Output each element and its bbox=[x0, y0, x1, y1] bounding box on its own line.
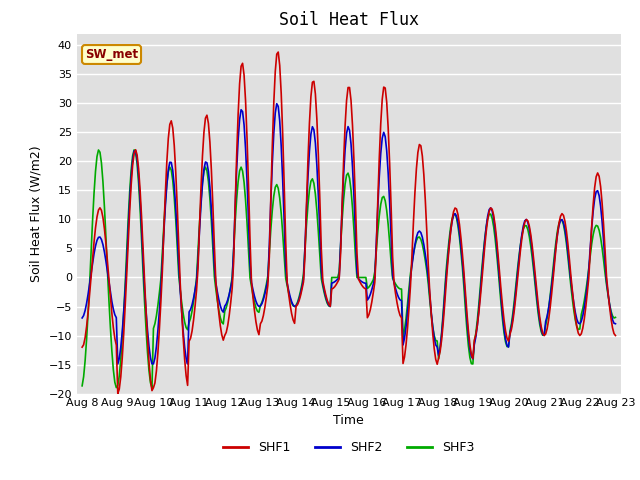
SHF2 bbox=[612, 321, 620, 326]
SHF1 bbox=[239, 60, 246, 66]
SHF1 bbox=[145, 360, 153, 365]
SHF3 bbox=[78, 383, 86, 389]
SHF1 bbox=[266, 254, 273, 260]
SHF1 bbox=[314, 152, 322, 158]
SHF1 bbox=[114, 391, 122, 396]
SHF3 bbox=[267, 227, 275, 232]
SHF2 bbox=[257, 303, 264, 309]
SHF3 bbox=[148, 385, 156, 391]
SHF1 bbox=[585, 276, 593, 281]
Line: SHF2: SHF2 bbox=[82, 104, 616, 364]
SHF1 bbox=[275, 49, 282, 55]
SHF3 bbox=[314, 229, 322, 235]
SHF3 bbox=[585, 265, 593, 271]
SHF2 bbox=[266, 242, 273, 248]
SHF1 bbox=[257, 321, 264, 326]
SHF2 bbox=[145, 344, 153, 349]
SHF2 bbox=[273, 101, 280, 107]
Text: SW_met: SW_met bbox=[85, 48, 138, 61]
SHF3 bbox=[240, 180, 248, 185]
SHF2 bbox=[314, 192, 322, 198]
Y-axis label: Soil Heat Flux (W/m2): Soil Heat Flux (W/m2) bbox=[30, 145, 43, 282]
SHF3 bbox=[258, 300, 266, 305]
SHF1 bbox=[78, 344, 86, 350]
SHF3 bbox=[145, 368, 153, 373]
SHF2 bbox=[78, 315, 86, 321]
X-axis label: Time: Time bbox=[333, 414, 364, 427]
Line: SHF1: SHF1 bbox=[82, 52, 616, 394]
SHF2 bbox=[114, 361, 122, 367]
SHF1 bbox=[612, 333, 620, 338]
Line: SHF3: SHF3 bbox=[82, 150, 616, 388]
Legend: SHF1, SHF2, SHF3: SHF1, SHF2, SHF3 bbox=[218, 436, 480, 459]
SHF3 bbox=[131, 147, 138, 153]
SHF3 bbox=[612, 314, 620, 320]
SHF2 bbox=[585, 267, 593, 273]
SHF2 bbox=[239, 108, 246, 114]
Title: Soil Heat Flux: Soil Heat Flux bbox=[279, 11, 419, 29]
